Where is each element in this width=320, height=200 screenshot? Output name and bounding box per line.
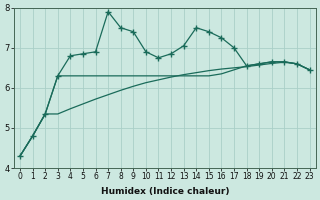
X-axis label: Humidex (Indice chaleur): Humidex (Indice chaleur) xyxy=(100,187,229,196)
